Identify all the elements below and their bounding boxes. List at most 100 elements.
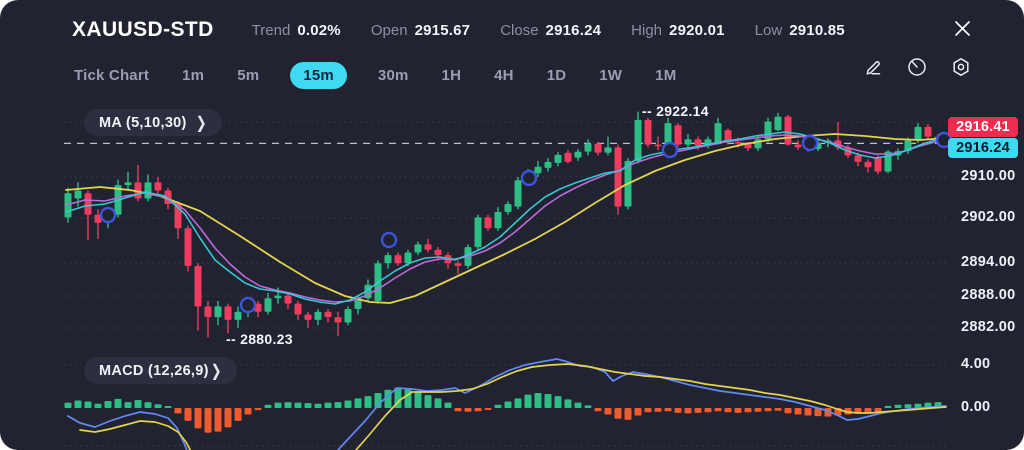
macd-histogram-bar	[234, 408, 242, 421]
candle-body	[184, 228, 192, 266]
candle-body	[534, 166, 542, 174]
draw-icon[interactable]	[862, 56, 884, 78]
last-price-badge: 2916.41	[948, 117, 1018, 137]
ma-indicator-button[interactable]: MA (5,10,30) ❯	[84, 109, 222, 136]
macd-histogram-bar	[604, 408, 612, 415]
macd-histogram-bar	[694, 408, 702, 413]
macd-histogram-bar	[284, 402, 292, 408]
candle-body	[484, 217, 492, 229]
candle-body	[334, 317, 342, 323]
macd-histogram-bar	[74, 400, 82, 408]
candle-body	[414, 244, 422, 253]
macd-line	[337, 358, 947, 450]
macd-histogram-bar	[864, 408, 872, 413]
timeframe-1m[interactable]: 1M	[653, 62, 678, 89]
candle-body	[384, 255, 392, 264]
close-button[interactable]	[950, 16, 974, 40]
macd-histogram-bar	[84, 401, 92, 408]
timeframe-30m[interactable]: 30m	[376, 62, 411, 89]
timeframe-1w[interactable]: 1W	[597, 62, 624, 89]
macd-histogram-bar	[214, 408, 222, 432]
timeframe-4h[interactable]: 4H	[492, 62, 516, 89]
candle-body	[394, 255, 402, 264]
macd-histogram-bar	[724, 408, 732, 413]
candle-body	[694, 139, 702, 146]
settings-icon[interactable]	[950, 56, 972, 78]
timeframe-5m[interactable]: 5m	[235, 62, 261, 89]
candle-body	[504, 203, 512, 213]
macd-histogram-bar	[714, 408, 722, 412]
stat-value: 2910.85	[789, 21, 845, 39]
macd-histogram-bar	[614, 408, 622, 419]
macd-histogram-bar	[534, 392, 542, 408]
candle-body	[744, 143, 752, 149]
candle-body	[684, 139, 692, 145]
macd-histogram-bar	[734, 408, 742, 413]
candle-body	[574, 151, 582, 158]
price-axis-label: 2902.00	[961, 209, 1016, 225]
price-annotation: -- 2880.23	[226, 331, 293, 347]
macd-histogram-bar	[494, 404, 502, 408]
macd-histogram-bar	[194, 408, 202, 429]
macd-histogram-bar	[514, 398, 522, 408]
candle-body	[544, 161, 552, 168]
candle-body	[94, 214, 102, 223]
macd-histogram-bar	[814, 408, 822, 417]
candle-body	[274, 295, 282, 299]
timeframe-1d[interactable]: 1D	[545, 62, 569, 89]
candle-body	[794, 144, 802, 148]
candle-body	[434, 249, 442, 256]
macd-histogram-bar	[474, 408, 482, 412]
candle-body	[474, 217, 482, 248]
macd-histogram-bar	[184, 408, 192, 421]
candle-body	[224, 306, 232, 320]
timeframe-tick-chart[interactable]: Tick Chart	[72, 62, 151, 89]
stat-high: High 2920.01	[631, 22, 724, 39]
close-price-badge: 2916.24	[948, 138, 1018, 158]
macd-histogram-bar	[174, 408, 182, 414]
timeframe-15m[interactable]: 15m	[290, 61, 347, 89]
candle-body	[924, 126, 932, 137]
stat-label: Trend	[251, 21, 291, 39]
macd-histogram-bar	[154, 404, 162, 408]
timeframe-1h[interactable]: 1H	[440, 62, 464, 89]
macd-histogram-bar	[874, 408, 882, 413]
macd-indicator-button[interactable]: MACD (12,26,9) ❯	[84, 357, 237, 384]
candle-body	[604, 147, 612, 153]
candle-body	[634, 119, 642, 161]
macd-histogram-bar	[324, 402, 332, 408]
macd-histogram-bar	[704, 408, 712, 413]
macd-histogram-bar	[914, 403, 922, 408]
macd-histogram-bar	[274, 402, 282, 408]
macd-histogram-bar	[904, 404, 912, 408]
macd-histogram-bar	[144, 402, 152, 408]
price-axis-label: 4.00	[961, 356, 991, 372]
candle-body	[324, 311, 332, 318]
order-marker	[801, 134, 819, 152]
macd-histogram-bar	[784, 408, 792, 414]
timer-icon[interactable]	[906, 56, 928, 78]
candle-body	[404, 252, 412, 264]
candle-body	[654, 144, 662, 147]
stat-low: Low 2910.85	[755, 22, 845, 39]
macd-histogram-bar	[664, 408, 672, 412]
macd-indicator-label: MACD (12,26,9)	[99, 362, 209, 379]
macd-histogram-bar	[484, 408, 492, 410]
candle-body	[724, 130, 732, 142]
candle-body	[784, 116, 792, 145]
symbol-title: XAUUSD-STD	[72, 18, 214, 41]
price-axis-label: 0.00	[961, 399, 991, 415]
candle-body	[154, 182, 162, 191]
stat-open: Open 2915.67	[371, 22, 470, 39]
macd-histogram-bar	[564, 399, 572, 408]
order-marker	[239, 296, 257, 314]
candle-body	[494, 212, 502, 229]
order-marker	[520, 169, 538, 187]
candle-body	[194, 265, 202, 307]
timeframe-1m[interactable]: 1m	[180, 62, 206, 89]
macd-histogram-bar	[754, 408, 762, 412]
timeframe-list: Tick Chart 1m 5m 15m 30m 1H 4H 1D 1W 1M	[72, 61, 678, 89]
macd-histogram-bar	[884, 405, 892, 408]
